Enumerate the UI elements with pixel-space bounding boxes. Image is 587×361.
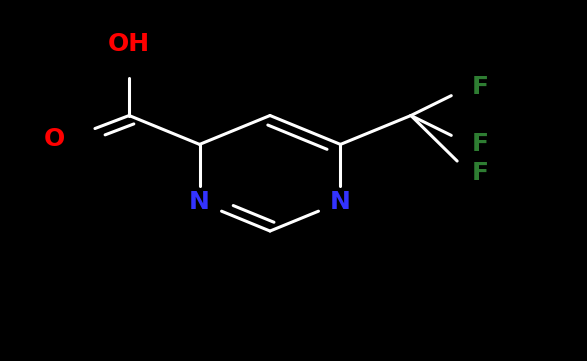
Text: O: O bbox=[43, 127, 65, 151]
Text: N: N bbox=[330, 190, 351, 214]
Text: OH: OH bbox=[108, 32, 150, 56]
Text: F: F bbox=[471, 132, 488, 156]
Text: F: F bbox=[471, 161, 488, 185]
Text: F: F bbox=[471, 75, 488, 99]
Text: N: N bbox=[189, 190, 210, 214]
